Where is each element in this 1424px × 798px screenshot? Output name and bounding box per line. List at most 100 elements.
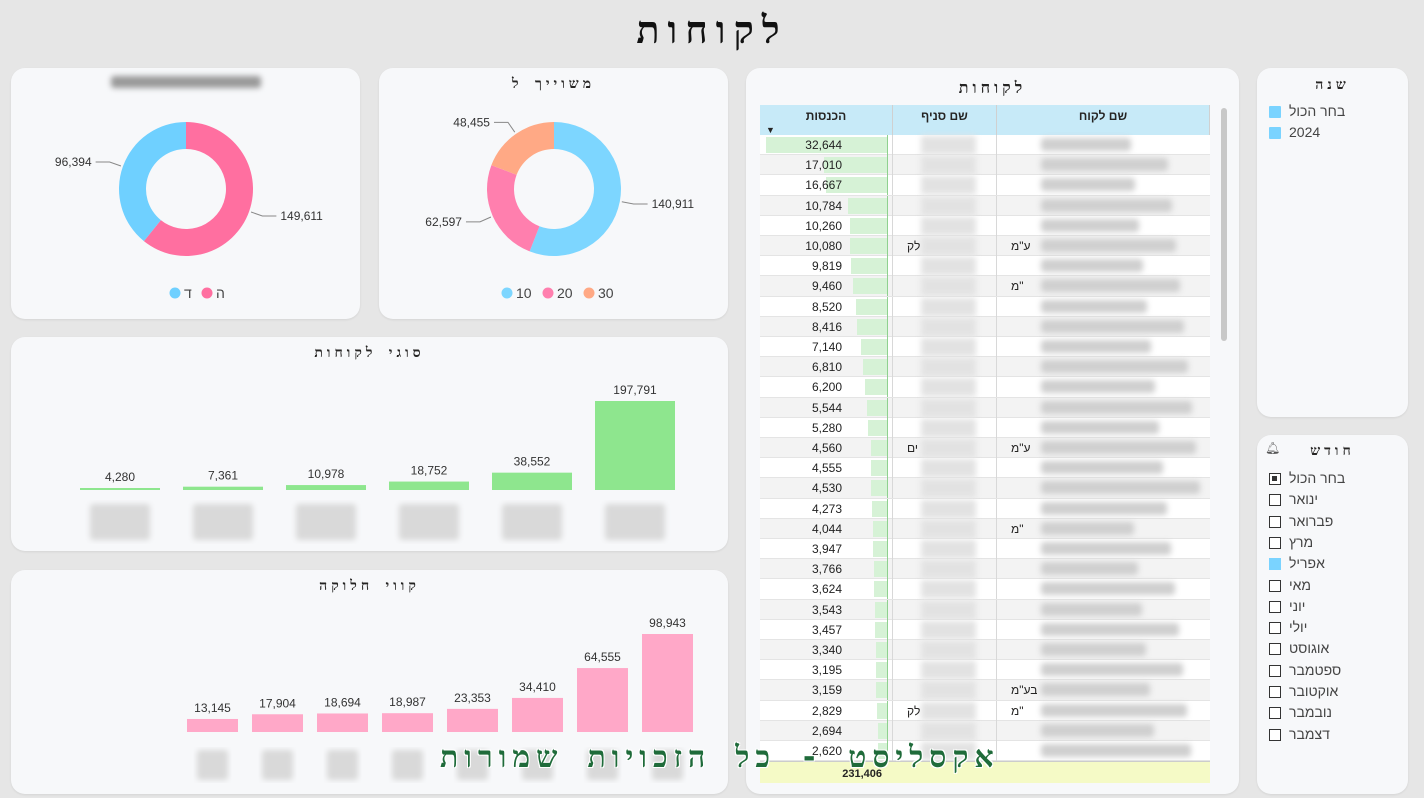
table-scrollbar[interactable]: [1221, 108, 1227, 341]
customer-name-redacted: [1041, 400, 1192, 414]
customer-name-cell: [997, 398, 1210, 418]
table-row[interactable]: 3,340: [760, 640, 1210, 661]
checkbox-icon[interactable]: [1269, 515, 1281, 528]
month-option-label: בחר הכול: [1289, 470, 1346, 486]
bar-3[interactable]: [382, 713, 433, 732]
checkbox-icon[interactable]: [1269, 664, 1281, 677]
table-row[interactable]: 2,620: [760, 741, 1210, 762]
table-row[interactable]: 10,260: [760, 215, 1210, 236]
branch-redacted: [921, 196, 976, 215]
table-row[interactable]: 2,829 לק "מ: [760, 700, 1210, 721]
customer-name-suffix: ע"מ: [1011, 441, 1031, 455]
distribution-lines-card[interactable]: קווי חלוקה 13,145 17,904 18,694 18,987 23,35…: [11, 570, 728, 794]
bar-4[interactable]: [492, 472, 572, 490]
table-row[interactable]: 17,010: [760, 155, 1210, 176]
bar-5[interactable]: [595, 401, 675, 490]
revenue-value: 32,644: [805, 138, 842, 152]
table-row[interactable]: 9,460 "מ: [760, 276, 1210, 297]
bar-1[interactable]: [252, 714, 303, 732]
checkbox-icon[interactable]: [1269, 643, 1281, 656]
table-row[interactable]: 4,555: [760, 458, 1210, 479]
bar-6[interactable]: [577, 668, 628, 732]
table-row[interactable]: 6,810: [760, 357, 1210, 378]
customer-name-cell: [997, 539, 1210, 559]
header-revenue[interactable]: הכנסות ▼: [760, 105, 893, 135]
table-row[interactable]: 4,273: [760, 498, 1210, 519]
revenue-databar: [876, 662, 888, 679]
customer-name-cell: [997, 256, 1210, 276]
customer-types-chart[interactable]: 4,280 7,361 10,978 18,752 38,552 197,791: [11, 337, 728, 551]
customer-types-card[interactable]: סוגי לקוחות 4,280 7,361 10,978 18,752 38,552…: [11, 337, 728, 551]
checkbox-icon[interactable]: [1269, 536, 1281, 549]
donut-slice-10[interactable]: [529, 122, 621, 256]
donut-card-left[interactable]: 149,611 96,394 ד ה: [11, 68, 360, 319]
bar-2[interactable]: [317, 713, 368, 732]
header-branch[interactable]: שם סניף: [893, 105, 997, 135]
year-slicer-title: שנה: [1315, 77, 1350, 93]
checkbox-icon[interactable]: [1269, 558, 1281, 571]
checkbox-icon[interactable]: [1269, 600, 1281, 613]
bar-4[interactable]: [447, 708, 498, 732]
table-row[interactable]: 5,544: [760, 397, 1210, 418]
customer-name-redacted: [1041, 279, 1180, 293]
table-row[interactable]: 3,159 בע"מ: [760, 680, 1210, 701]
sort-desc-icon[interactable]: ▼: [766, 125, 775, 135]
bar-1[interactable]: [183, 486, 263, 490]
revenue-databar: [875, 621, 888, 638]
donut-slice-30[interactable]: [491, 122, 554, 175]
checkbox-icon[interactable]: [1269, 686, 1281, 698]
bar-0[interactable]: [187, 718, 238, 732]
table-row[interactable]: 3,457: [760, 619, 1210, 640]
table-row[interactable]: 3,195: [760, 660, 1210, 681]
donut-slice-20[interactable]: [487, 165, 540, 252]
donut-chart-right[interactable]: 140,911 62,597 48,455 10 20 30: [379, 68, 728, 319]
bar-5[interactable]: [512, 697, 563, 732]
table-row[interactable]: 3,766: [760, 559, 1210, 580]
branch-cell: [893, 377, 997, 398]
checkbox-icon[interactable]: [1269, 707, 1281, 720]
bell-icon[interactable]: 🔔︎: [1265, 441, 1281, 455]
checkbox-icon[interactable]: [1269, 622, 1281, 635]
donut-slice-ד[interactable]: [118, 122, 186, 242]
branch-redacted: [921, 620, 976, 639]
checkbox-icon[interactable]: [1269, 494, 1281, 507]
table-row[interactable]: 4,044 "מ: [760, 518, 1210, 539]
table-row[interactable]: 3,543: [760, 599, 1210, 620]
header-customer-name[interactable]: שם לקוח: [997, 105, 1210, 135]
table-row[interactable]: 5,280: [760, 417, 1210, 438]
checkbox-icon[interactable]: [1269, 127, 1281, 139]
table-row[interactable]: 10,784: [760, 195, 1210, 216]
branch-cell: [893, 680, 997, 701]
table-row[interactable]: 7,140: [760, 337, 1210, 358]
bar-7[interactable]: [642, 634, 693, 732]
customers-table-card[interactable]: לקוחות הכנסות ▼ שם סניף שם לקוח 32,644 17…: [746, 68, 1239, 794]
table-row[interactable]: 16,667: [760, 175, 1210, 196]
bar-2[interactable]: [286, 485, 366, 490]
table-row[interactable]: 6,200: [760, 377, 1210, 398]
donut-card-right[interactable]: משוייך ל 140,911 62,597 48,455 10 20 30: [379, 68, 728, 319]
table-row[interactable]: 3,947: [760, 539, 1210, 560]
bar-3[interactable]: [389, 481, 469, 490]
checkbox-icon[interactable]: [1269, 473, 1281, 485]
checkbox-icon[interactable]: [1269, 106, 1281, 118]
checkbox-icon[interactable]: [1269, 728, 1281, 741]
table-row[interactable]: 8,520: [760, 296, 1210, 317]
table-row[interactable]: 4,530: [760, 478, 1210, 499]
checkbox-icon[interactable]: [1269, 579, 1281, 592]
donut-slice-ה[interactable]: [143, 122, 253, 256]
bar-0[interactable]: [80, 488, 160, 490]
table-row[interactable]: 3,624: [760, 579, 1210, 600]
table-row[interactable]: 32,644: [760, 135, 1210, 156]
table-row[interactable]: 4,560 ים ע"מ: [760, 438, 1210, 459]
donut-chart-left[interactable]: 149,611 96,394 ד ה: [11, 68, 360, 319]
table-row[interactable]: 10,080 לק ע"מ: [760, 236, 1210, 257]
branch-redacted: [921, 378, 976, 397]
customer-name-cell: בע"מ: [997, 680, 1210, 700]
bar-value-label-2: 18,694: [324, 695, 361, 709]
table-row[interactable]: 8,416: [760, 316, 1210, 337]
table-row[interactable]: 2,694: [760, 720, 1210, 741]
revenue-cell: 4,273: [760, 498, 893, 519]
customer-name-redacted: [1041, 481, 1200, 495]
distribution-lines-chart[interactable]: 13,145 17,904 18,694 18,987 23,353 34,410 64,5…: [11, 570, 728, 794]
table-row[interactable]: 9,819: [760, 256, 1210, 277]
